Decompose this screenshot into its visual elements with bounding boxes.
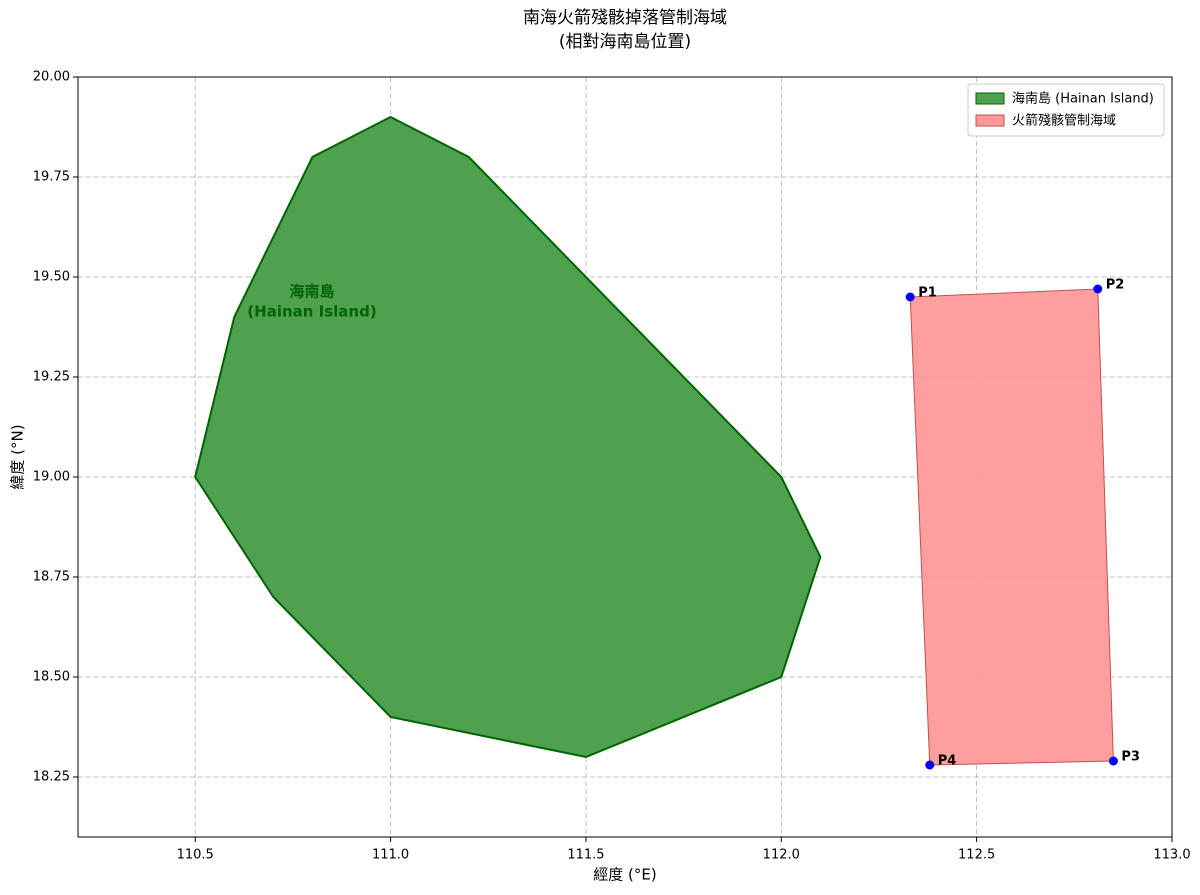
x-tick-label: 111.0 [372, 848, 409, 863]
point-label: P3 [1121, 750, 1140, 765]
vertex-point [905, 292, 915, 302]
plot-frame [77, 76, 1173, 838]
point-label: P4 [938, 754, 957, 769]
chart-subtitle: (相對海南島位置) [559, 32, 691, 52]
legend-label: 海南島 (Hainan Island) [1012, 91, 1154, 107]
region [909, 288, 1114, 766]
vertex-point [925, 760, 935, 770]
region [194, 115, 822, 759]
legend-swatch [975, 114, 1005, 127]
x-tick-label: 113.0 [1153, 848, 1190, 863]
x-tick-label: 111.5 [567, 848, 604, 863]
point-label: P2 [1106, 278, 1125, 293]
x-axis-label: 經度 (°E) [593, 866, 656, 884]
annotation: (Hainan Island) [247, 303, 376, 321]
y-tick-label: 19.75 [33, 170, 70, 185]
legend-box [967, 83, 1165, 137]
annotation: 海南島 [289, 283, 334, 301]
y-axis-label: 緯度 (°N) [9, 424, 27, 489]
x-tick-label: 112.0 [763, 848, 800, 863]
point-label: P1 [918, 286, 937, 301]
y-tick-label: 18.25 [33, 770, 70, 785]
vertex-point [1108, 756, 1118, 766]
legend-swatch [975, 92, 1005, 105]
y-tick-label: 20.00 [33, 70, 70, 85]
x-tick-label: 112.5 [958, 848, 995, 863]
legend-label: 火箭殘骸管制海域 [1012, 113, 1116, 129]
y-tick-label: 19.50 [33, 270, 70, 285]
y-tick-label: 19.25 [33, 370, 70, 385]
y-tick-label: 18.50 [33, 670, 70, 685]
y-tick-label: 18.75 [33, 570, 70, 585]
x-tick-label: 110.5 [177, 848, 214, 863]
y-tick-label: 19.00 [33, 470, 70, 485]
chart-title: 南海火箭殘骸掉落管制海域 [523, 8, 727, 28]
vertex-point [1093, 284, 1103, 294]
